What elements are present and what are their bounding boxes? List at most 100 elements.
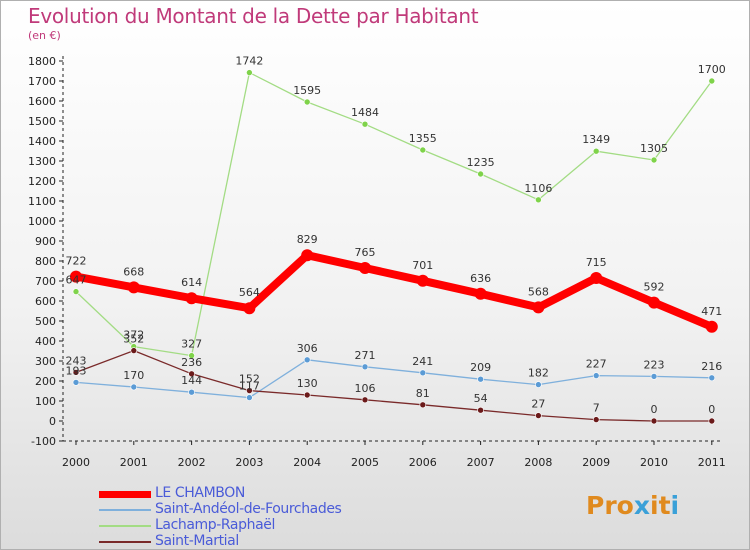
data-label: 372 <box>123 329 144 342</box>
data-label: 722 <box>66 255 87 268</box>
y-tick-label: 1000 <box>28 215 56 228</box>
data-label: 170 <box>123 369 144 382</box>
y-tick-label: 100 <box>35 395 56 408</box>
data-label: 1700 <box>698 63 726 76</box>
x-tick-label: 2001 <box>120 456 148 469</box>
data-point <box>474 287 487 300</box>
data-point <box>535 412 542 419</box>
y-tick-label: 1200 <box>28 175 56 188</box>
data-point <box>72 369 80 376</box>
data-point <box>708 417 716 425</box>
data-point <box>246 387 253 394</box>
data-point <box>592 147 600 155</box>
data-label: 106 <box>355 382 376 395</box>
x-tick-label: 2008 <box>524 456 552 469</box>
data-point <box>590 272 603 284</box>
data-label: 0 <box>708 403 715 416</box>
data-point <box>188 370 195 378</box>
data-label: 1355 <box>409 132 437 145</box>
x-tick-label: 2005 <box>351 456 379 469</box>
data-label: 27 <box>531 398 545 411</box>
legend-label: Lachamp-Raphaël <box>155 517 275 533</box>
y-tick-label: 1700 <box>28 75 56 88</box>
x-tick-label: 2010 <box>640 456 668 469</box>
data-point <box>705 320 718 333</box>
data-point <box>419 369 427 377</box>
y-tick-label: -100 <box>31 435 56 448</box>
data-label: 193 <box>66 364 87 377</box>
x-tick-label: 2007 <box>467 456 495 469</box>
data-point <box>243 302 256 315</box>
data-label: 471 <box>701 305 722 318</box>
y-tick-label: 500 <box>35 315 56 328</box>
data-point <box>477 375 484 383</box>
data-point <box>246 69 253 76</box>
data-label: 592 <box>644 281 665 294</box>
data-label: 614 <box>181 276 202 289</box>
proxiti-logo: Proxiti <box>586 491 680 520</box>
data-label: 327 <box>181 338 202 351</box>
x-tick-label: 2006 <box>409 456 437 469</box>
data-point <box>535 381 542 388</box>
data-label: 715 <box>586 256 607 269</box>
chart-subtitle: (en €) <box>28 29 61 42</box>
chart-title: Evolution du Montant de la Dette par Hab… <box>28 4 479 28</box>
data-point <box>419 146 427 154</box>
data-point <box>130 347 138 354</box>
data-point <box>246 394 253 401</box>
data-label: 0 <box>651 403 658 416</box>
y-tick-label: 700 <box>35 275 56 288</box>
series-line <box>75 359 713 399</box>
legend-label: LE CHAMBON <box>155 485 245 501</box>
data-label: 1484 <box>351 106 379 119</box>
data-label: 1235 <box>467 156 495 169</box>
data-point <box>188 352 195 359</box>
data-label: 568 <box>528 285 549 298</box>
data-label: 54 <box>474 392 488 405</box>
x-tick-label: 2003 <box>235 456 263 469</box>
data-label: 152 <box>239 373 260 386</box>
data-label: 209 <box>470 361 491 374</box>
y-tick-label: 600 <box>35 295 56 308</box>
data-label: 668 <box>123 265 144 278</box>
data-point <box>477 170 484 178</box>
legend-label: Saint-Martial <box>155 533 239 549</box>
legend-swatch <box>99 525 151 527</box>
data-point <box>535 196 542 204</box>
data-label: 352 <box>123 333 144 346</box>
data-label: 182 <box>528 367 549 380</box>
series-line <box>75 349 713 422</box>
data-point <box>708 77 716 85</box>
data-point <box>361 396 369 404</box>
data-point <box>72 288 80 295</box>
data-point <box>301 249 314 262</box>
y-tick-label: 1100 <box>28 195 56 208</box>
data-point <box>592 372 600 379</box>
data-label: 216 <box>701 360 722 373</box>
y-tick-label: 0 <box>49 415 56 428</box>
data-label: 223 <box>644 358 665 371</box>
x-tick-label: 2009 <box>582 456 610 469</box>
data-point <box>188 388 195 396</box>
data-point <box>477 406 484 414</box>
data-label: 701 <box>412 259 433 272</box>
data-label: 7 <box>593 402 600 415</box>
data-point <box>532 301 545 314</box>
data-point <box>127 281 140 294</box>
x-tick-label: 2002 <box>178 456 206 469</box>
data-label: 765 <box>355 246 376 259</box>
series-line <box>75 71 713 357</box>
y-tick-label: 1800 <box>28 55 56 68</box>
x-tick-label: 2011 <box>698 456 726 469</box>
y-tick-label: 300 <box>35 355 56 368</box>
data-point <box>303 98 311 106</box>
legend-swatch <box>99 509 151 511</box>
data-point <box>303 391 311 399</box>
data-point <box>416 274 429 287</box>
data-label: 243 <box>66 354 87 367</box>
data-point <box>361 363 369 371</box>
data-label: 236 <box>181 356 202 369</box>
data-point <box>650 417 658 425</box>
